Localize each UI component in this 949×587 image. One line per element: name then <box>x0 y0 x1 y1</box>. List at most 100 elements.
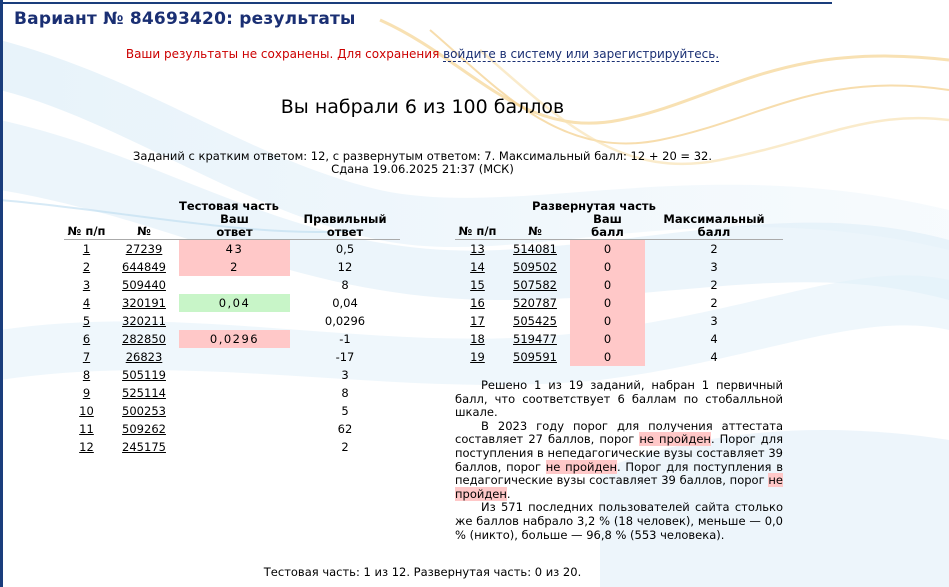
your-answer: 0,04 <box>179 294 290 312</box>
your-answer <box>179 402 290 420</box>
row-number-link[interactable]: 6 <box>82 332 91 346</box>
your-score: 0 <box>570 276 645 294</box>
task-id-link[interactable]: 509440 <box>122 278 166 292</box>
table-row: 18 519477 0 4 <box>455 330 783 348</box>
correct-answer: 0,04 <box>332 296 358 310</box>
row-number-link[interactable]: 13 <box>470 242 485 256</box>
row-number-link[interactable]: 14 <box>470 260 485 274</box>
task-id-link[interactable]: 520787 <box>513 296 557 310</box>
max-score: 4 <box>710 350 718 364</box>
task-id: 509591 <box>500 348 570 366</box>
row-number-link[interactable]: 15 <box>470 278 485 292</box>
row-number: 9 <box>64 384 109 402</box>
score-summary: Вы набрали 6 из 100 баллов <box>280 96 565 118</box>
task-id: 509440 <box>109 276 179 294</box>
task-id-link[interactable]: 509591 <box>513 350 557 364</box>
row-number-link[interactable]: 12 <box>79 440 94 454</box>
table-row: 10 500253 5 <box>64 402 400 420</box>
row-number: 19 <box>455 348 500 366</box>
task-id-link[interactable]: 245175 <box>122 440 166 454</box>
table-row: 1 27239 43 0,5 <box>64 239 400 259</box>
task-id: 27239 <box>109 240 179 259</box>
table-row: 15 507582 0 2 <box>455 276 783 294</box>
row-number-link[interactable]: 9 <box>82 386 91 400</box>
row-number-link[interactable]: 16 <box>470 296 485 310</box>
your-score: 0 <box>570 312 645 330</box>
table-row: 13 514081 0 2 <box>455 239 783 258</box>
your-answer: 2 <box>179 258 290 276</box>
login-register-link[interactable]: войдите в систему или зарегистрируйтесь. <box>443 47 720 62</box>
task-id-link[interactable]: 644849 <box>122 260 166 274</box>
your-answer <box>179 438 290 456</box>
task-id: 519477 <box>500 330 570 348</box>
row-number-link[interactable]: 10 <box>79 404 94 418</box>
row-number: 6 <box>64 330 109 348</box>
task-id-link[interactable]: 320211 <box>122 314 166 328</box>
table-row: 12 245175 2 <box>64 438 400 456</box>
col-header-correct-answer: Правильный ответ <box>290 213 400 240</box>
task-id-link[interactable]: 500253 <box>122 404 166 418</box>
your-answer: 43 <box>179 239 290 258</box>
task-id-link[interactable]: 26823 <box>125 350 163 364</box>
task-id: 282850 <box>109 330 179 348</box>
task-id: 320191 <box>109 294 179 312</box>
row-number-link[interactable]: 18 <box>470 332 485 346</box>
test-part-caption: Тестовая часть <box>179 199 279 213</box>
max-score: 2 <box>710 296 718 310</box>
task-id-link[interactable]: 505119 <box>122 368 166 382</box>
your-answer <box>179 384 290 402</box>
max-score: 2 <box>710 242 718 256</box>
row-number-link[interactable]: 19 <box>470 350 485 364</box>
table-row: 19 509591 0 4 <box>455 348 783 366</box>
task-id-link[interactable]: 320191 <box>122 296 166 310</box>
table-row: 17 505425 0 3 <box>455 312 783 330</box>
row-number-link[interactable]: 1 <box>82 242 91 256</box>
row-number-link[interactable]: 5 <box>82 314 91 328</box>
table-row: 14 509502 0 3 <box>455 258 783 276</box>
task-id: 507582 <box>500 276 570 294</box>
results-summary: Решено 1 из 19 заданий, набран 1 первичн… <box>455 378 783 542</box>
task-id-link[interactable]: 525114 <box>122 386 166 400</box>
row-number-link[interactable]: 4 <box>82 296 91 310</box>
task-id-link[interactable]: 514081 <box>513 242 557 256</box>
row-number-link[interactable]: 3 <box>82 278 91 292</box>
table-row: 7 26823 -17 <box>64 348 400 366</box>
your-answer <box>179 366 290 384</box>
row-number: 12 <box>64 438 109 456</box>
test-part-table: Тестовая часть № п/п № Ваш ответ Правиль… <box>64 200 400 456</box>
row-number-link[interactable]: 17 <box>470 314 485 328</box>
correct-answer: 3 <box>341 368 349 382</box>
task-id-link[interactable]: 27239 <box>125 242 163 256</box>
correct-answer: 62 <box>337 422 353 436</box>
col-header-num: № п/п <box>64 213 109 240</box>
your-answer: 0,0296 <box>179 330 290 348</box>
row-number-link[interactable]: 2 <box>82 260 91 274</box>
row-number: 17 <box>455 312 500 330</box>
task-id-link[interactable]: 507582 <box>513 278 557 292</box>
task-id-link[interactable]: 519477 <box>513 332 557 346</box>
row-number-link[interactable]: 8 <box>82 368 91 382</box>
save-notice-text: Ваши результаты не сохранены. Для сохран… <box>125 47 444 61</box>
task-id-link[interactable]: 509262 <box>122 422 166 436</box>
row-number: 15 <box>455 276 500 294</box>
task-id-link[interactable]: 505425 <box>513 314 557 328</box>
table-row: 2 644849 2 12 <box>64 258 400 276</box>
not-passed-badge: не пройден <box>545 459 617 474</box>
row-number-link[interactable]: 7 <box>82 350 91 364</box>
row-number: 14 <box>455 258 500 276</box>
col-header-id: № <box>500 213 570 240</box>
correct-answer: 2 <box>341 440 349 454</box>
task-id: 525114 <box>109 384 179 402</box>
task-id: 26823 <box>109 348 179 366</box>
col-header-id: № <box>109 213 179 240</box>
correct-answer: -1 <box>339 332 351 346</box>
task-id-link[interactable]: 282850 <box>122 332 166 346</box>
correct-answer: 0,5 <box>335 242 355 256</box>
task-count-info: Заданий с кратким ответом: 12, с разверн… <box>132 149 713 163</box>
task-id-link[interactable]: 509502 <box>513 260 557 274</box>
save-notice: Ваши результаты не сохранены. Для сохран… <box>0 47 845 62</box>
row-number-link[interactable]: 11 <box>79 422 94 436</box>
col-header-your-answer: Ваш ответ <box>179 213 290 240</box>
task-id: 509262 <box>109 420 179 438</box>
